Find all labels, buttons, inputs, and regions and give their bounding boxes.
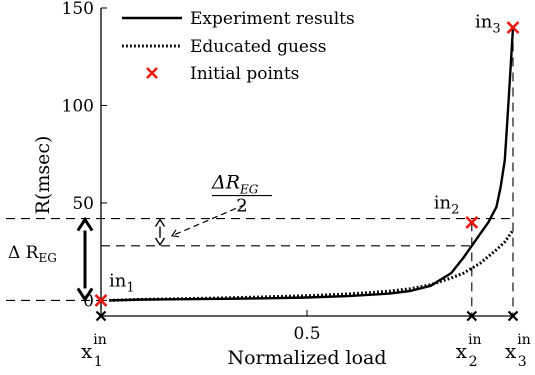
marker-stroke bbox=[465, 216, 479, 229]
initial-point-marker-in2 bbox=[465, 216, 479, 229]
initial-point-label-in2: in2 bbox=[434, 192, 460, 217]
series-educated-guess-line bbox=[109, 229, 515, 302]
x-point-label-in3: xin 3 bbox=[505, 332, 531, 370]
initial-point-marker-in1 bbox=[94, 293, 108, 307]
delta-full-arrow-head-up bbox=[76, 216, 94, 232]
marker-stroke bbox=[506, 21, 520, 34]
marker-stroke bbox=[94, 293, 108, 307]
x-axis-marker-in2 bbox=[466, 310, 478, 322]
initial-point-marker-in3 bbox=[506, 21, 520, 34]
y-axis-label: R(msec) bbox=[32, 136, 54, 215]
marker-stroke bbox=[507, 310, 519, 322]
series-experiment-results-line bbox=[109, 27, 515, 302]
y-tick-label: 150 bbox=[62, 0, 94, 19]
x-axis-label: Normalized load bbox=[227, 347, 386, 369]
legend-label-experiment: Experiment results bbox=[190, 9, 355, 29]
delta-half-pointer-head bbox=[170, 229, 180, 238]
delta-half-arrow-head-up bbox=[154, 218, 166, 227]
legend-swatch-initial-points bbox=[146, 67, 158, 79]
marker-stroke bbox=[466, 310, 478, 322]
y-tick-label: 100 bbox=[62, 96, 94, 116]
delta-half-pointer bbox=[171, 203, 246, 237]
initial-point-label-in3: in3 bbox=[475, 11, 501, 36]
delta-half-numerator: ΔREG bbox=[211, 172, 259, 197]
delta-full-label: Δ REG bbox=[8, 243, 57, 265]
x-axis-marker-in1 bbox=[95, 310, 107, 322]
x-tick-label: 0.5 bbox=[293, 324, 320, 344]
x-axis-marker-in3 bbox=[507, 310, 519, 322]
legend-label-educated-guess: Educated guess bbox=[190, 37, 326, 57]
y-tick-label: 50 bbox=[72, 194, 94, 214]
delta-full-arrow-head-down bbox=[76, 287, 94, 303]
y-tick-label: 0 bbox=[83, 291, 94, 311]
legend-label-initial-points: Initial points bbox=[190, 64, 299, 84]
legend: Experiment results Educated guess Initia… bbox=[122, 9, 355, 84]
x-point-label-in2: xin 2 bbox=[456, 332, 482, 370]
delta-half-denominator: 2 bbox=[236, 196, 247, 217]
initial-point-label-in1: in1 bbox=[109, 270, 135, 295]
delta-half-arrow-head-down bbox=[154, 237, 166, 247]
marker-stroke bbox=[95, 310, 107, 322]
x-point-label-in1: xin 1 bbox=[81, 332, 107, 370]
